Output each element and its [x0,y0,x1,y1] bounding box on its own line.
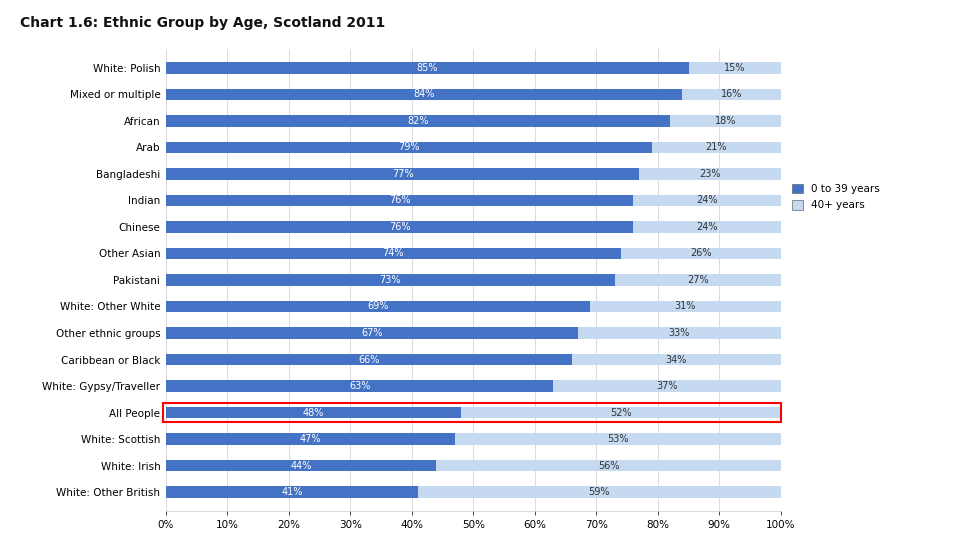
Text: 24%: 24% [696,195,717,205]
Text: 52%: 52% [610,407,631,417]
Bar [166,433,455,445]
Legend: 0 to 39 years, 40+ years: 0 to 39 years, 40+ years [793,184,879,210]
Bar [461,407,781,418]
Text: 16%: 16% [721,89,743,99]
Bar [166,407,461,418]
Text: 53%: 53% [607,434,629,444]
Bar [639,168,781,180]
Bar [166,327,578,339]
Bar [166,486,418,498]
Bar [166,300,590,312]
Bar [166,194,633,206]
Bar [166,221,633,233]
Bar [166,380,553,392]
Text: 26%: 26% [690,249,712,259]
Text: 79%: 79% [398,143,420,153]
Text: 74%: 74% [383,249,404,259]
Text: 37%: 37% [656,381,677,391]
Text: 69%: 69% [367,301,388,311]
Text: 84%: 84% [414,89,435,99]
Text: 77%: 77% [391,169,414,179]
Bar [682,88,781,100]
Bar [689,62,781,74]
Text: 76%: 76% [388,222,410,232]
Bar [633,194,781,206]
Text: 27%: 27% [687,275,709,285]
Bar [578,327,781,339]
Bar [166,354,572,366]
Text: Chart 1.6: Ethnic Group by Age, Scotland 2011: Chart 1.6: Ethnic Group by Age, Scotland… [20,16,385,31]
Text: 63%: 63% [348,381,370,391]
Text: 85%: 85% [417,63,438,73]
Bar [652,142,781,153]
Text: 76%: 76% [388,195,410,205]
Text: 47%: 47% [300,434,321,444]
Text: 15%: 15% [724,63,746,73]
Text: 56%: 56% [598,461,620,470]
Text: 21%: 21% [706,143,727,153]
Bar [436,460,781,472]
Bar [671,115,781,127]
Bar [633,221,781,233]
Text: 44%: 44% [291,461,312,470]
Text: 33%: 33% [669,328,690,338]
Text: 41%: 41% [281,487,303,497]
Bar [621,248,781,260]
Bar [166,88,682,100]
Bar [553,380,781,392]
Bar [166,168,639,180]
Bar [455,433,781,445]
Bar [166,248,621,260]
Text: 67%: 67% [361,328,383,338]
Text: 73%: 73% [380,275,401,285]
Bar [166,62,689,74]
Text: 82%: 82% [407,116,428,126]
Text: 18%: 18% [714,116,736,126]
Text: 34%: 34% [666,355,687,365]
Bar [615,274,781,286]
Bar [166,115,671,127]
Bar [166,274,615,286]
Bar [590,300,781,312]
Text: 23%: 23% [700,169,721,179]
Bar [166,460,436,472]
Bar [572,354,781,366]
Bar [418,486,781,498]
Text: 31%: 31% [674,301,696,311]
Text: 59%: 59% [589,487,610,497]
Text: 48%: 48% [303,407,324,417]
Bar [166,142,652,153]
Text: 24%: 24% [696,222,717,232]
Text: 66%: 66% [358,355,380,365]
